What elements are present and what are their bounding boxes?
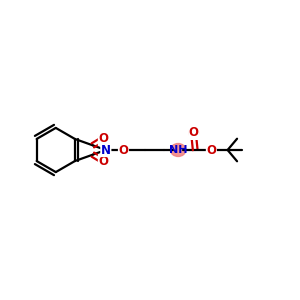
Text: N: N — [101, 143, 111, 157]
Text: O: O — [98, 132, 108, 146]
Text: O: O — [118, 143, 128, 157]
Ellipse shape — [189, 127, 199, 139]
Ellipse shape — [170, 143, 186, 157]
Text: NH: NH — [169, 145, 188, 155]
Text: O: O — [98, 154, 108, 168]
Text: O: O — [189, 126, 199, 140]
Text: O: O — [206, 143, 216, 157]
